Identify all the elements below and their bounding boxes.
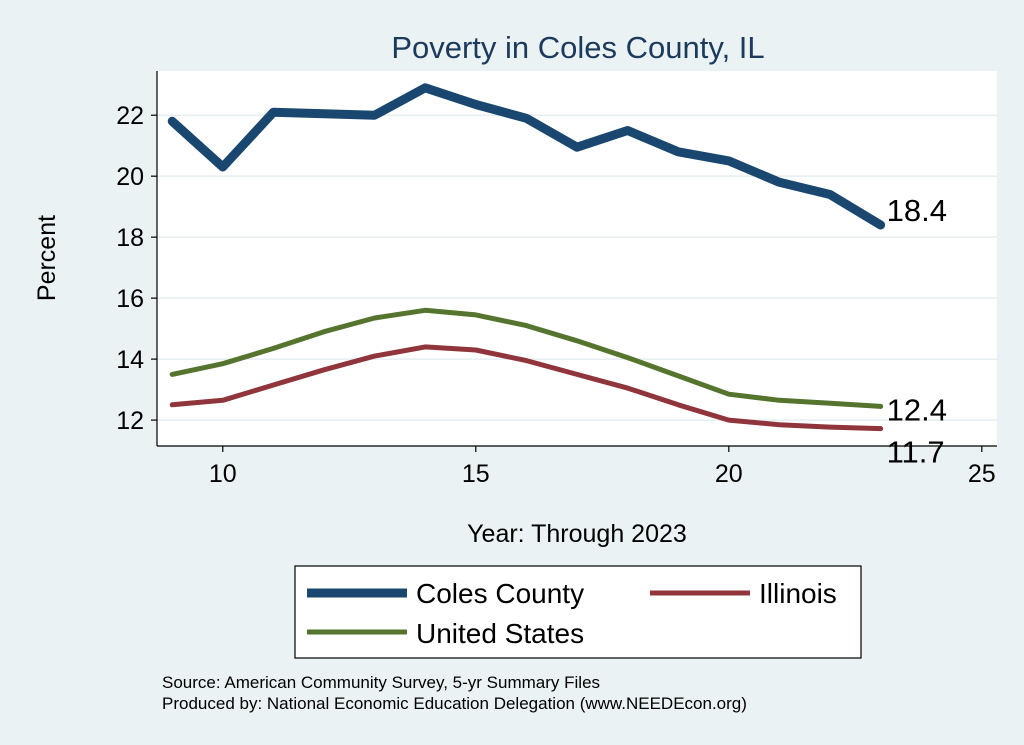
end-point-illinois [878, 426, 884, 432]
end-point-united-states [878, 403, 884, 409]
end-labels: 11.7 12.4 18.4 [878, 193, 947, 470]
producer-line: Produced by: National Economic Education… [162, 694, 747, 713]
x-axis-title: Year: Through 2023 [467, 520, 687, 548]
legend-label-coles-county: Coles County [416, 578, 584, 609]
grid-lines [157, 114, 997, 421]
y-tick-label-12: 12 [116, 407, 144, 435]
x-tick-label-15: 15 [462, 460, 490, 488]
plot-area [157, 71, 997, 446]
y-tick-label-20: 20 [116, 163, 144, 191]
legend: Coles County Illinois United States [294, 565, 862, 659]
x-tick-label-20: 20 [715, 460, 743, 488]
y-tick-label-14: 14 [116, 346, 144, 374]
series-line-illinois [169, 344, 884, 432]
legend-box [294, 565, 862, 659]
end-label-illinois: 11.7 [887, 435, 945, 470]
legend-label-united-states: United States [416, 618, 584, 649]
series-line-united-states [169, 307, 884, 409]
series-line-coles-county [167, 83, 886, 230]
x-ticks: 10 15 20 25 [209, 446, 996, 488]
chart-title: Poverty in Coles County, IL [391, 30, 764, 65]
x-tick-label-10: 10 [209, 460, 237, 488]
y-tick-label-22: 22 [116, 102, 144, 130]
y-tick-label-16: 16 [116, 285, 144, 313]
y-tick-label-18: 18 [116, 224, 144, 252]
series-lines [167, 83, 886, 432]
y-axis-title: Percent [33, 215, 61, 301]
x-tick-label-25: 25 [968, 460, 996, 488]
end-point-coles-county [878, 222, 884, 228]
y-ticks: 12 14 16 18 20 22 [116, 102, 157, 435]
legend-label-illinois: Illinois [759, 578, 837, 609]
source-line: Source: American Community Survey, 5-yr … [162, 673, 600, 692]
end-label-coles-county: 18.4 [887, 193, 947, 228]
end-label-united-states: 12.4 [887, 392, 947, 427]
